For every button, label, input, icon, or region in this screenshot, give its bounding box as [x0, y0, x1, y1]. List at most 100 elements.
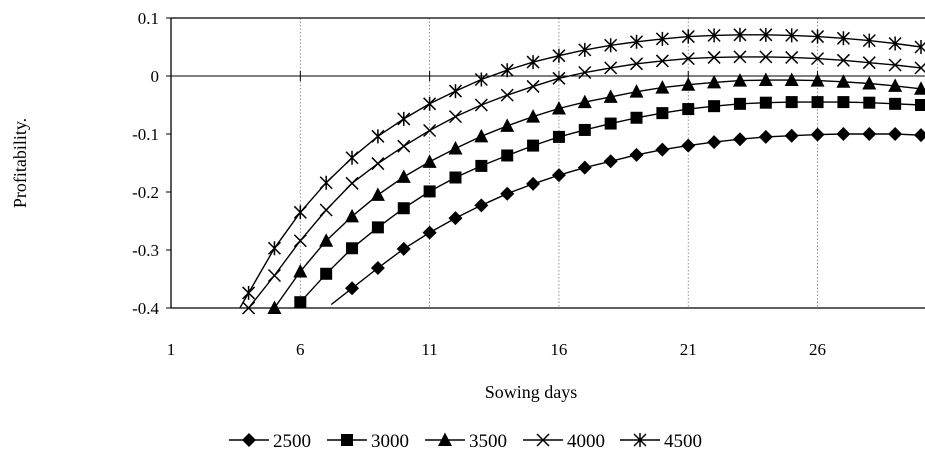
series-line-4000 — [247, 56, 922, 308]
data-point-2500 — [345, 281, 360, 296]
data-point-2500 — [732, 132, 747, 147]
data-point-4500 — [862, 33, 876, 48]
x-axis-label: Sowing days — [485, 382, 578, 402]
data-point-3000 — [682, 103, 695, 116]
data-point-3500 — [655, 80, 670, 94]
data-point-4500 — [423, 96, 437, 111]
legend: 2500 3000 3500 4000 4500 — [229, 431, 702, 452]
legend-item-2500: 2500 — [229, 431, 311, 452]
y-tick-label: -0.3 — [132, 241, 159, 260]
data-point-4000 — [371, 157, 385, 171]
data-point-3000 — [346, 242, 359, 255]
data-point-3500 — [888, 78, 903, 92]
legend-label: 4000 — [567, 431, 605, 452]
x-tick-label: 16 — [550, 340, 567, 359]
data-point-3000 — [294, 296, 307, 309]
data-point-4500 — [500, 63, 514, 78]
data-point-4500 — [733, 27, 747, 42]
plot-area — [166, 17, 925, 315]
data-point-3000 — [863, 96, 876, 109]
data-point-3000 — [630, 111, 643, 124]
data-point-4500 — [397, 111, 411, 126]
data-point-3000 — [708, 100, 721, 113]
data-point-2500 — [448, 211, 463, 226]
data-point-2500 — [526, 176, 541, 191]
data-point-4000 — [267, 268, 281, 283]
x-tick-label: 1 — [167, 340, 176, 359]
data-point-4500 — [448, 84, 463, 99]
plot-background — [171, 18, 925, 308]
data-point-4500 — [371, 129, 385, 144]
legend-label: 3000 — [371, 431, 409, 452]
data-point-4500 — [267, 241, 281, 256]
data-point-3000 — [733, 97, 746, 110]
legend-label: 2500 — [273, 431, 311, 452]
data-point-4500 — [888, 36, 902, 51]
data-point-3500 — [629, 84, 644, 98]
data-point-4500 — [604, 38, 618, 53]
data-point-3000 — [604, 117, 617, 130]
data-point-4500 — [707, 28, 721, 43]
data-point-2500 — [681, 138, 696, 153]
data-point-3000 — [449, 171, 462, 184]
data-point-3000 — [423, 185, 436, 198]
data-point-3000 — [475, 159, 488, 172]
data-point-4000 — [500, 88, 514, 102]
data-point-3000 — [811, 96, 824, 109]
data-point-3500 — [474, 128, 489, 143]
data-point-4500 — [526, 55, 540, 70]
data-point-3500 — [526, 109, 541, 123]
x-tick-label: 11 — [421, 340, 437, 359]
data-point-3000 — [759, 96, 772, 109]
data-point-3500 — [293, 263, 308, 278]
data-point-3000 — [397, 202, 410, 215]
data-point-3500 — [551, 100, 566, 115]
data-point-4500 — [319, 175, 333, 190]
series-markers — [242, 27, 925, 315]
legend-marker-x — [536, 433, 550, 447]
data-point-4000 — [526, 79, 540, 93]
data-point-4000 — [811, 52, 825, 66]
data-point-4500 — [759, 27, 773, 42]
data-point-2500 — [655, 142, 670, 157]
data-point-4500 — [552, 48, 566, 63]
data-point-3500 — [267, 300, 282, 314]
legend-marker-asterisk — [633, 433, 647, 447]
data-point-4000 — [293, 234, 307, 248]
data-point-2500 — [370, 260, 385, 275]
x-tick-label: 26 — [809, 340, 826, 359]
legend-marker-diamond — [242, 433, 256, 447]
data-point-3500 — [784, 72, 799, 87]
data-point-4500 — [914, 40, 925, 54]
data-point-3500 — [448, 141, 463, 155]
data-point-2500 — [396, 241, 411, 256]
data-point-4500 — [681, 29, 695, 44]
data-point-2500 — [603, 154, 618, 169]
data-point-4500 — [836, 31, 850, 46]
data-point-3000 — [552, 130, 565, 143]
data-point-4000 — [888, 58, 902, 72]
data-point-4500 — [811, 29, 825, 44]
axes — [166, 17, 925, 309]
y-tick-label: 0 — [151, 67, 160, 86]
data-point-2500 — [577, 160, 592, 175]
data-point-3500 — [914, 81, 925, 95]
data-point-2500 — [862, 127, 877, 141]
data-point-4000 — [474, 98, 488, 112]
data-point-4000 — [655, 54, 669, 68]
data-point-3500 — [345, 208, 360, 223]
legend-marker-triangle — [438, 432, 452, 446]
data-point-3500 — [422, 154, 437, 168]
legend-label: 3500 — [469, 431, 507, 452]
data-point-2500 — [474, 198, 489, 213]
data-point-4500 — [655, 31, 669, 46]
data-point-4000 — [681, 52, 695, 66]
data-point-4000 — [629, 57, 644, 71]
data-point-2500 — [810, 127, 825, 142]
data-point-3000 — [320, 267, 333, 280]
data-point-4500 — [629, 34, 644, 49]
y-axis-label: Profitability. — [10, 118, 30, 208]
data-point-3000 — [527, 139, 540, 152]
legend-item-3000: 3000 — [327, 431, 409, 452]
